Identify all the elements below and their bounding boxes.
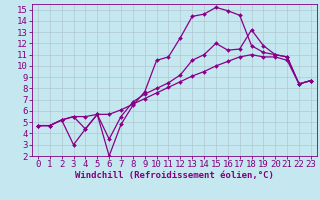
X-axis label: Windchill (Refroidissement éolien,°C): Windchill (Refroidissement éolien,°C): [75, 171, 274, 180]
